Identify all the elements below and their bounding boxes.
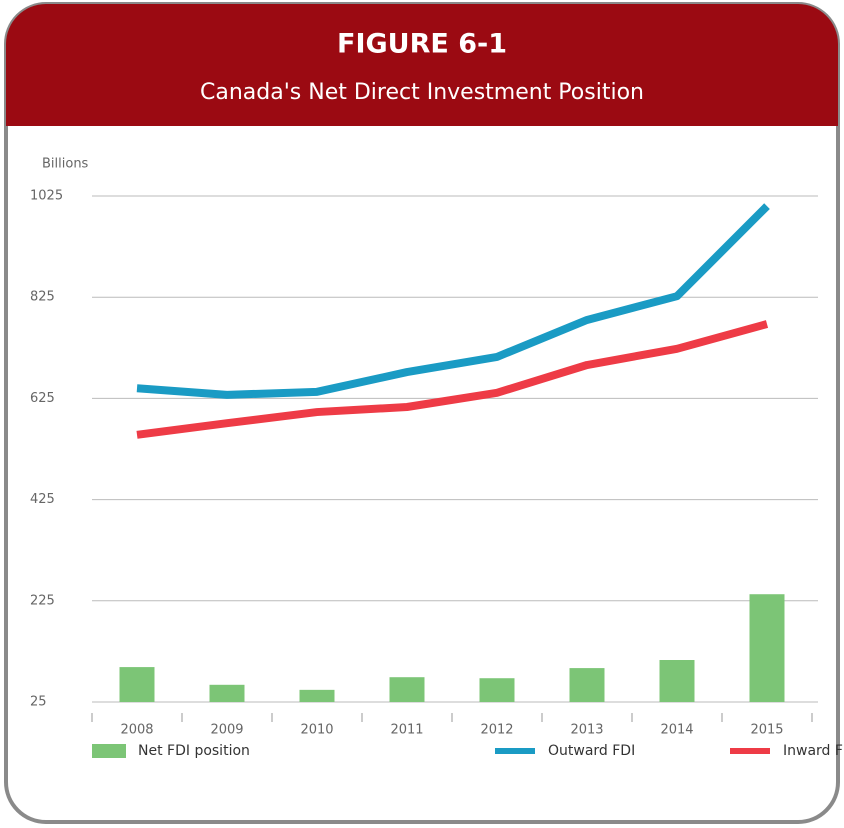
legend-label: Net FDI position [138,743,250,759]
y-tick-label: 425 [30,492,55,507]
x-tick-label: 2010 [300,723,333,738]
bar [659,660,695,702]
bar [749,594,785,702]
x-tick-label: 2009 [210,723,243,738]
bar [569,668,605,702]
legend-label: Outward FDI [548,743,635,759]
bar [209,684,245,702]
x-tick-label: 2008 [120,723,153,738]
y-tick-label: 1025 [30,189,63,204]
y-tick-label: 25 [30,695,47,710]
x-tick-label: 2013 [570,723,603,738]
bar [479,678,515,702]
x-tick-label: 2015 [750,723,783,738]
y-tick-label: 625 [30,391,55,406]
legend-label: Inward FDI [783,743,844,759]
y-tick-label: 825 [30,290,55,305]
y-axis-label: Billions [42,157,89,172]
x-tick-label: 2012 [480,723,513,738]
x-tick-label: 2014 [660,723,693,738]
y-tick-label: 225 [30,593,55,608]
bar [119,667,155,702]
line-series [136,203,770,399]
chart-subtitle: Canada's Net Direct Investment Position [200,80,644,105]
line-series [136,320,769,439]
x-tick-label: 2011 [390,723,423,738]
bar [389,677,425,702]
legend-swatch [92,744,126,758]
bar [299,689,335,702]
chart-title: FIGURE 6-1 [337,29,507,60]
header [6,4,838,126]
